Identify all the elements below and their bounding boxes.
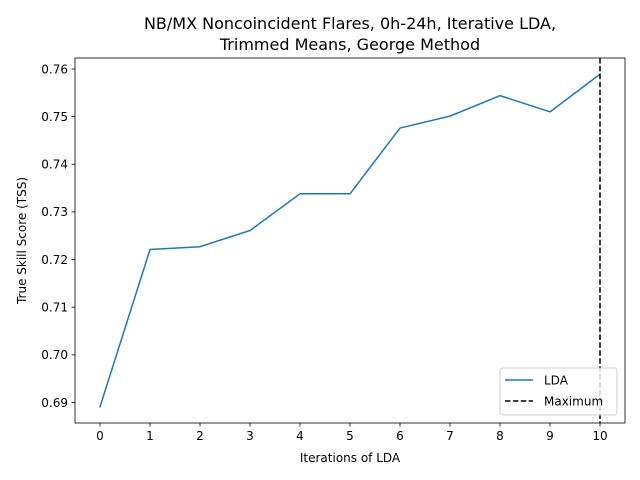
y-axis-label: True Skill Score (TSS) — [15, 177, 29, 305]
x-tick-label: 1 — [146, 429, 154, 443]
x-tick-label: 2 — [196, 429, 204, 443]
x-tick-label: 6 — [396, 429, 404, 443]
chart-title-line-1: NB/MX Noncoincident Flares, 0h-24h, Iter… — [144, 14, 556, 33]
x-tick-label: 10 — [592, 429, 607, 443]
legend: LDA Maximum — [499, 367, 618, 416]
y-tick-label: 0.73 — [41, 205, 68, 219]
x-tick-label: 8 — [496, 429, 504, 443]
x-tick-label: 7 — [446, 429, 454, 443]
x-tick-label: 0 — [96, 429, 104, 443]
series-line-lda — [99, 73, 602, 408]
y-tick-label: 0.72 — [41, 253, 68, 267]
y-tick-label: 0.71 — [41, 301, 68, 315]
legend-label-maximum: Maximum — [544, 395, 603, 409]
plot-area: 0 1 2 3 4 5 6 7 8 9 10 0.69 0.70 0.71 0.72 0.73 0.74 0.75… — [41, 57, 626, 443]
x-axis-label: Iterations of LDA — [300, 451, 401, 465]
legend-label-lda: LDA — [544, 374, 569, 388]
y-tick-label: 0.75 — [41, 110, 68, 124]
x-tick-label: 9 — [546, 429, 554, 443]
y-tick-label: 0.76 — [41, 62, 68, 76]
y-tick-label: 0.70 — [41, 348, 68, 362]
chart-title-line-2: Trimmed Means, George Method — [219, 35, 480, 54]
x-tick-label: 5 — [346, 429, 354, 443]
y-tick-label: 0.74 — [41, 158, 68, 172]
x-tick-label: 3 — [246, 429, 254, 443]
x-tick-label: 4 — [296, 429, 304, 443]
y-tick-label: 0.69 — [41, 396, 68, 410]
